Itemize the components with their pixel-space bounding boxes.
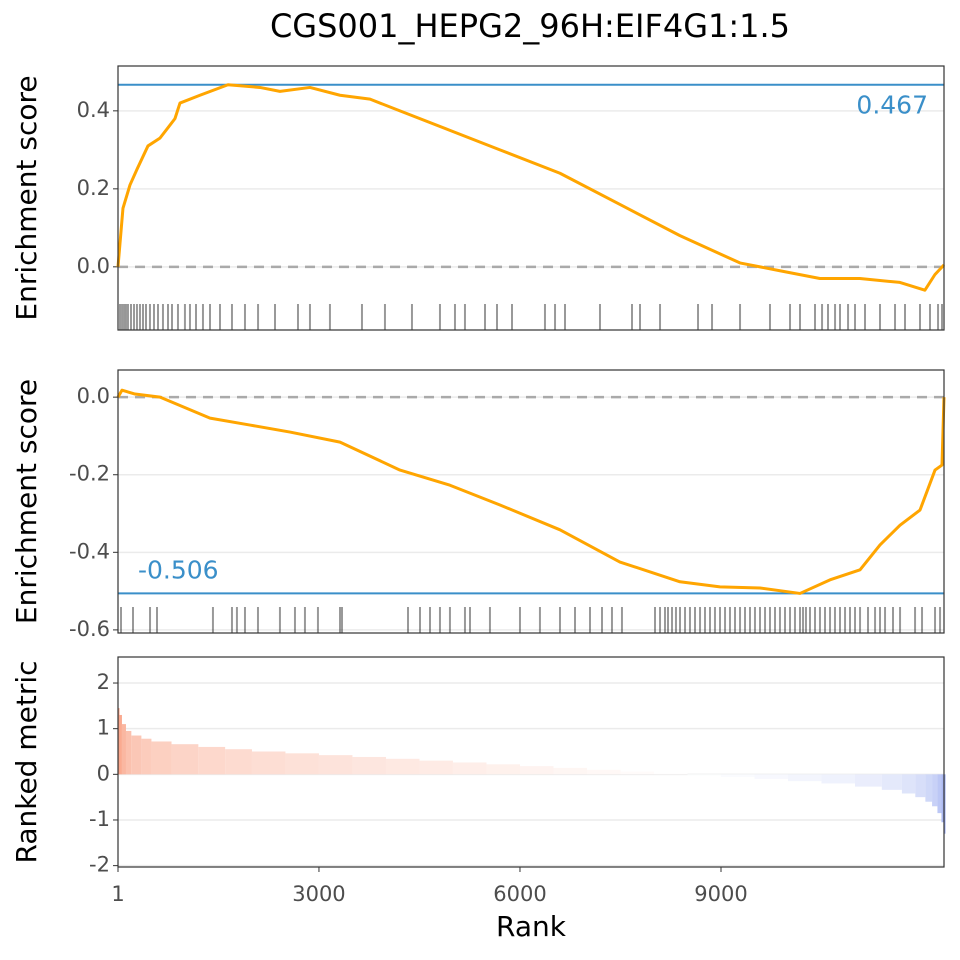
x-tick-label: 3000 xyxy=(292,882,345,906)
bar xyxy=(788,774,822,782)
bar xyxy=(915,774,926,798)
bar xyxy=(285,753,319,775)
bar xyxy=(419,760,453,775)
es-curve xyxy=(116,388,946,595)
y-tick-label: 0.0 xyxy=(77,384,110,408)
bar xyxy=(687,774,721,776)
y-tick-label: 2 xyxy=(97,670,110,694)
bar xyxy=(519,766,554,775)
y-axis-title: Enrichment score xyxy=(10,75,43,320)
bar xyxy=(937,774,942,814)
y-tick-label: -1 xyxy=(89,807,110,831)
bar xyxy=(720,774,755,778)
bar xyxy=(131,735,142,775)
y-tick-label: 0.0 xyxy=(77,254,110,278)
bar xyxy=(225,749,252,775)
bar xyxy=(855,774,882,787)
y-tick-label: -0.6 xyxy=(69,617,110,641)
bar xyxy=(141,738,152,775)
bar xyxy=(452,762,487,775)
x-tick-label: 1 xyxy=(111,882,124,906)
y-axis-title: Enrichment score xyxy=(10,379,43,624)
bar xyxy=(944,774,946,834)
bar xyxy=(932,774,938,807)
bar xyxy=(125,730,132,775)
x-tick-label: 6000 xyxy=(493,882,546,906)
chart-title: CGS001_HEPG2_96H:EIF4G1:1.5 xyxy=(270,7,790,45)
bar xyxy=(901,774,916,794)
y-tick-label: -2 xyxy=(89,853,110,877)
bar xyxy=(171,744,199,775)
bar xyxy=(352,756,386,775)
y-tick-label: 1 xyxy=(97,716,110,740)
bar xyxy=(586,769,621,775)
bar xyxy=(119,714,122,775)
y-axis-title: Ranked metric xyxy=(10,660,43,863)
y-tick-label: 0.2 xyxy=(77,176,110,200)
y-tick-label: 0 xyxy=(97,761,110,785)
bar xyxy=(653,773,688,775)
bar xyxy=(925,774,933,802)
panel-border xyxy=(117,369,945,634)
bar xyxy=(941,774,944,823)
x-axis-title: Rank xyxy=(496,910,567,943)
es-curve xyxy=(116,83,946,292)
y-tick-label: -0.2 xyxy=(69,462,110,486)
bar xyxy=(385,758,420,775)
bar xyxy=(198,746,226,775)
bar xyxy=(251,751,286,775)
y-tick-label: -0.4 xyxy=(69,539,110,563)
bar xyxy=(486,764,520,775)
bar xyxy=(318,755,353,775)
bar xyxy=(121,724,126,775)
bar xyxy=(754,774,789,779)
es-label: -0.506 xyxy=(138,555,219,584)
bar xyxy=(821,774,856,784)
panel-border xyxy=(117,65,945,331)
panel-border xyxy=(117,656,945,868)
bar xyxy=(620,771,654,775)
bar xyxy=(553,767,587,775)
y-tick-label: 0.4 xyxy=(77,98,110,122)
bar xyxy=(151,741,172,775)
bar xyxy=(118,708,120,775)
es-label: 0.467 xyxy=(856,91,928,120)
x-tick-label: 9000 xyxy=(694,882,747,906)
bar xyxy=(881,774,902,790)
